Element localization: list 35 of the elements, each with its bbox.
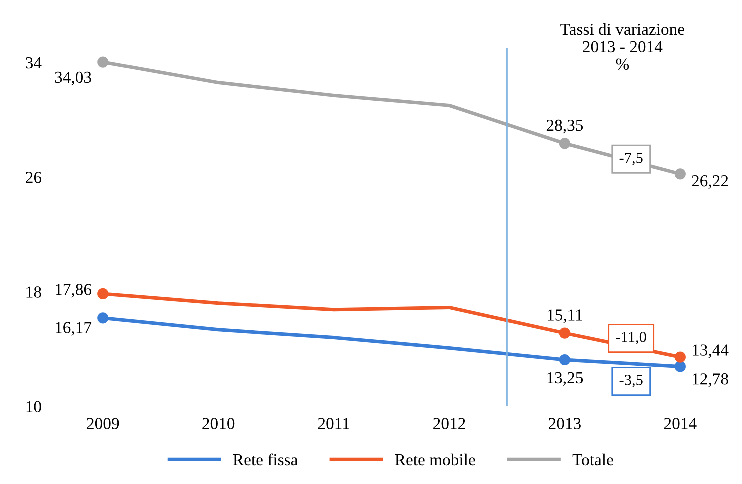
data-label: 13,44 [692,344,729,358]
y-tick-label: 34 [26,57,42,69]
annotation: -7,5 [620,153,643,166]
legend-label: Totale [572,454,614,466]
annotation: Tassi di variazione 2013 - 2014 % [560,23,684,70]
x-tick-label: 2010 [202,418,235,430]
y-tick-label: 10 [26,401,42,413]
data-label: 15,11 [548,310,582,324]
x-tick-label: 2013 [549,418,581,430]
y-tick-label: 26 [26,172,42,184]
annotation: -3,5 [620,375,643,388]
x-tick-label: 2009 [87,418,120,430]
y-tick-label: 18 [26,286,42,298]
point [98,312,109,324]
annotation: -11,0 [616,332,646,345]
x-tick-label: 2014 [664,418,697,430]
point [674,168,686,180]
legend-label: Rete fissa [233,454,298,466]
data-label: 28,35 [546,120,584,134]
point [98,56,109,68]
point [674,352,686,363]
point [674,361,686,372]
point [559,328,571,339]
data-label: 12,78 [692,374,728,388]
point [98,288,109,300]
data-label: 17,86 [56,284,92,298]
point [559,138,571,150]
data-label: 16,17 [56,322,92,336]
data-label: 26,22 [692,175,728,190]
data-label: 34,03 [55,72,92,86]
data-label: 13,25 [548,372,584,386]
x-tick-label: 2012 [434,418,466,430]
point [559,354,571,366]
x-tick-label: 2011 [318,418,350,430]
legend-label: Rete mobile [395,454,476,466]
